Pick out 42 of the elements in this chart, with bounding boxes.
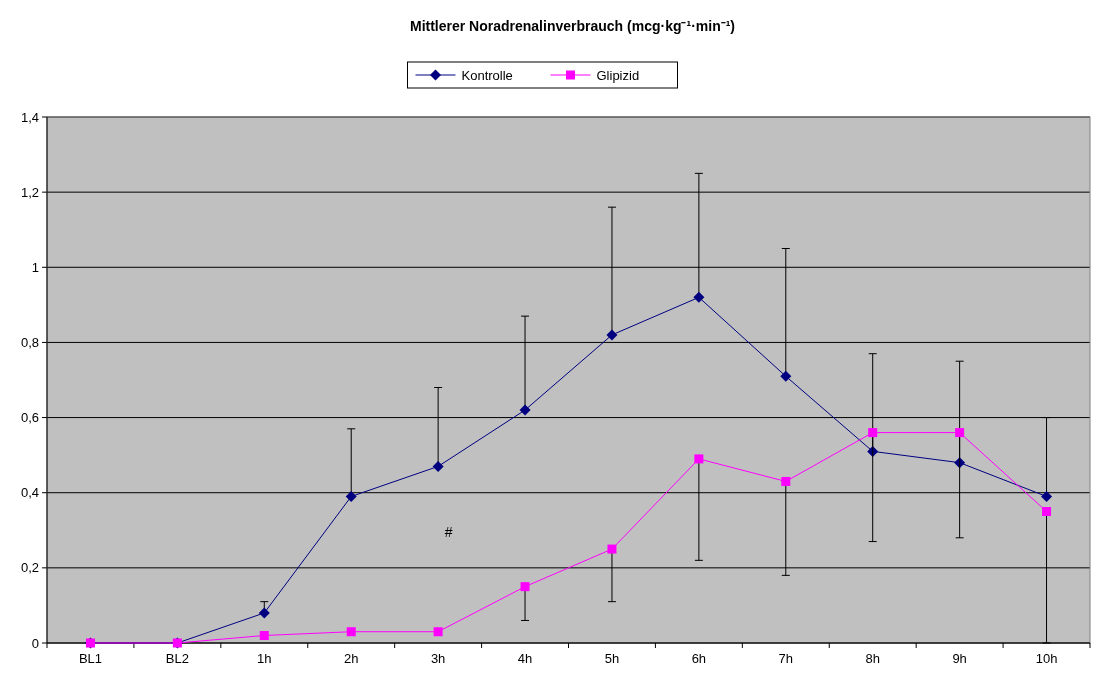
x-tick-label: 4h bbox=[517, 651, 533, 666]
x-tick-label: BL1 bbox=[78, 651, 103, 666]
point bbox=[259, 630, 269, 640]
y-tick-label: 1,2 bbox=[20, 184, 39, 200]
y-tick-label: 1 bbox=[31, 259, 39, 275]
point bbox=[345, 490, 357, 502]
x-tick-label: 2h bbox=[343, 651, 359, 666]
point bbox=[346, 627, 356, 637]
point bbox=[694, 454, 704, 464]
point bbox=[606, 329, 618, 341]
x-tick-label: 10h bbox=[1035, 651, 1058, 666]
y-tick-label: 0,8 bbox=[20, 334, 39, 350]
point bbox=[868, 428, 878, 438]
point bbox=[607, 544, 617, 554]
point bbox=[781, 476, 791, 486]
point bbox=[519, 404, 531, 416]
point bbox=[780, 370, 792, 382]
point bbox=[433, 627, 443, 637]
y-tick-label: 0,2 bbox=[20, 560, 39, 576]
x-tick-label: 5h bbox=[604, 651, 620, 666]
chart-title: Mittlerer Noradrenalinverbrauch (mcg·kg⁻¹·min⁻¹) bbox=[409, 18, 736, 34]
point bbox=[1041, 490, 1053, 502]
point bbox=[1042, 507, 1052, 516]
x-tick-label: 6h bbox=[691, 651, 707, 666]
legend-label: Kontrolle bbox=[461, 67, 513, 83]
x-tick-label: 1h bbox=[257, 651, 272, 666]
y-tick-label: 1,4 bbox=[20, 109, 39, 125]
annotation: # bbox=[444, 524, 453, 541]
point bbox=[258, 607, 270, 619]
point bbox=[432, 460, 444, 472]
x-tick-label: BL2 bbox=[165, 651, 189, 666]
legend-label: Glipizid bbox=[596, 67, 640, 83]
x-tick-label: 9h bbox=[952, 651, 967, 666]
y-tick-label: 0 bbox=[31, 635, 39, 651]
point bbox=[955, 428, 965, 438]
point bbox=[693, 291, 705, 303]
y-tick-label: 0,4 bbox=[20, 485, 39, 501]
x-tick-label: 8h bbox=[865, 651, 880, 666]
x-tick-label: 3h bbox=[430, 651, 446, 666]
point bbox=[520, 582, 530, 592]
x-tick-label: 7h bbox=[778, 651, 794, 666]
y-tick-label: 0,6 bbox=[20, 410, 39, 426]
